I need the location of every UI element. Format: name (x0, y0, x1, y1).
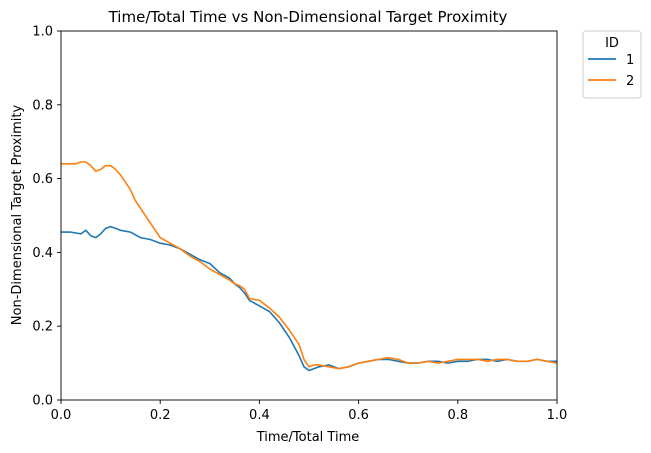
y-tick-label: 0.6 (32, 172, 53, 187)
y-tick-label: 1.0 (32, 25, 53, 40)
y-tick-label: 0.2 (32, 320, 53, 335)
series-line-1 (61, 225, 557, 372)
x-tick-label: 0.8 (447, 408, 468, 423)
x-tick-label: 0.6 (348, 408, 369, 423)
legend-label-2: 2 (626, 74, 634, 89)
chart-title: Time/Total Time vs Non-Dimensional Targe… (108, 8, 508, 26)
legend: ID 12 (582, 30, 642, 99)
x-tick-label: 0.4 (249, 408, 270, 423)
x-tick-label: 0.0 (51, 408, 72, 423)
legend-title: ID (605, 36, 619, 51)
y-axis-ticks: 0.0 0.2 0.4 0.6 0.8 1.0 (32, 25, 61, 409)
plot-area (60, 30, 558, 401)
legend-label-1: 1 (626, 53, 634, 68)
x-tick-label: 0.2 (150, 408, 171, 423)
series-line-2 (61, 161, 558, 370)
y-tick-label: 0.0 (32, 394, 53, 409)
y-axis-label: Non-Dimensional Target Proximity (10, 105, 25, 326)
y-tick-label: 0.8 (32, 98, 53, 113)
axes-frame (60, 30, 558, 401)
legend-frame (582, 30, 642, 99)
x-tick-label: 1.0 (547, 408, 568, 423)
y-tick-label: 0.4 (32, 246, 53, 261)
x-axis-ticks: 0.0 0.2 0.4 0.6 0.8 1.0 (51, 400, 568, 423)
legend-items: 12 (588, 53, 634, 89)
x-axis-label: Time/Total Time (256, 430, 360, 445)
